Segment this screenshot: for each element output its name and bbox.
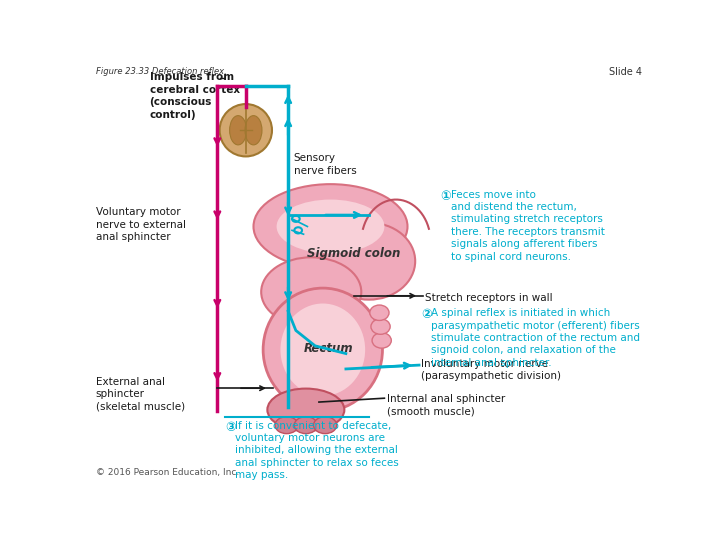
Text: External anal
sphincter
(skeletal muscle): External anal sphincter (skeletal muscle… [96, 377, 185, 411]
Text: ②: ② [421, 308, 432, 321]
Text: © 2016 Pearson Education, Inc.: © 2016 Pearson Education, Inc. [96, 468, 239, 477]
Text: Slide 4: Slide 4 [609, 67, 642, 77]
Text: Impulses from
cerebral cortex
(conscious
control): Impulses from cerebral cortex (conscious… [150, 72, 240, 120]
Ellipse shape [275, 417, 298, 434]
Text: Rectum: Rectum [304, 342, 354, 355]
Ellipse shape [230, 116, 246, 145]
Ellipse shape [323, 222, 415, 300]
Text: A spinal reflex is initiated in which
parasympathetic motor (efferent) fibers
st: A spinal reflex is initiated in which pa… [431, 308, 640, 368]
Ellipse shape [253, 184, 408, 269]
Text: ①: ① [441, 190, 451, 202]
Text: Internal anal sphincter
(smooth muscle): Internal anal sphincter (smooth muscle) [387, 394, 505, 417]
Text: Feces move into
and distend the rectum,
stimulating stretch receptors
there. The: Feces move into and distend the rectum, … [451, 190, 605, 261]
Text: If it is convenient to defecate,
voluntary motor neurons are
inhibited, allowing: If it is convenient to defecate, volunta… [235, 421, 399, 480]
Ellipse shape [314, 417, 337, 434]
Ellipse shape [294, 417, 318, 434]
Ellipse shape [276, 200, 384, 253]
Ellipse shape [372, 333, 391, 348]
Ellipse shape [267, 389, 344, 431]
Text: Stretch receptors in wall: Stretch receptors in wall [426, 293, 553, 303]
Ellipse shape [371, 319, 390, 334]
Ellipse shape [220, 104, 272, 157]
Text: Voluntary motor
nerve to external
anal sphincter: Voluntary motor nerve to external anal s… [96, 207, 186, 242]
Text: Figure 23.33 Defecation reflex.: Figure 23.33 Defecation reflex. [96, 67, 226, 76]
Ellipse shape [263, 288, 382, 411]
Ellipse shape [261, 257, 361, 327]
Text: Sigmoid colon: Sigmoid colon [307, 247, 400, 260]
Text: Sensory
nerve fibers: Sensory nerve fibers [294, 153, 356, 176]
Text: ③: ③ [225, 421, 235, 434]
Text: Involuntary motor nerve
(parasympathetic division): Involuntary motor nerve (parasympathetic… [421, 359, 562, 381]
Ellipse shape [370, 305, 389, 320]
Ellipse shape [245, 116, 262, 145]
Ellipse shape [281, 303, 365, 396]
